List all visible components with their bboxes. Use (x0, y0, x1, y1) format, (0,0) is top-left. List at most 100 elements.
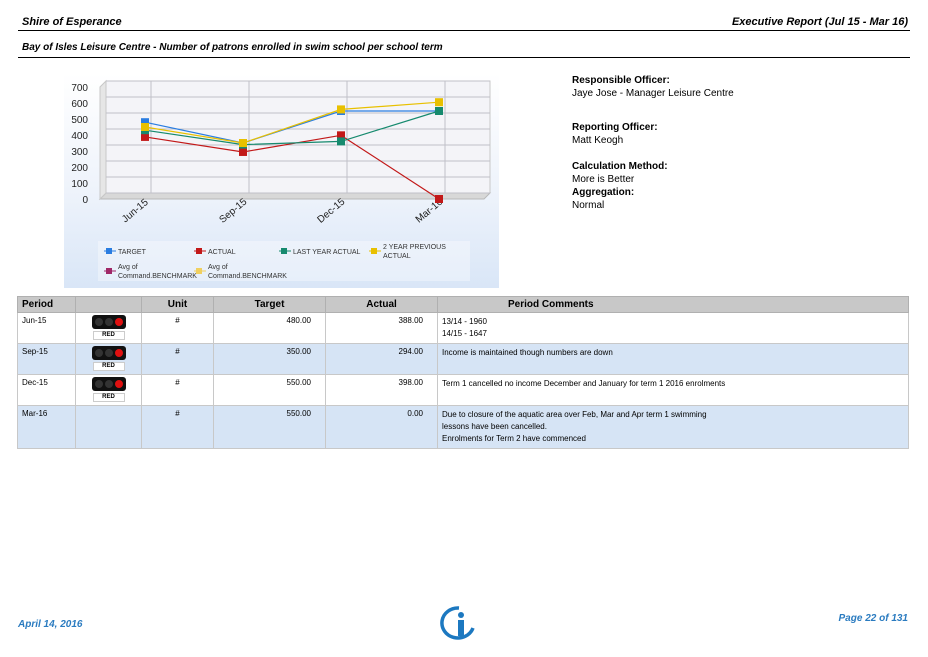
comment-line: Enrolments for Term 2 have commenced (442, 434, 586, 443)
actual-cell: 388.00 (325, 312, 438, 344)
x-tick-label: Dec-15 (316, 196, 348, 225)
comment-cell: 13/14 - 1960 14/15 - 1647 (437, 312, 909, 344)
data-point (141, 123, 149, 131)
title-divider (18, 57, 910, 58)
report-date: April 14, 2016 (18, 619, 83, 630)
series-line (144, 110, 440, 146)
legend-marker (106, 248, 112, 254)
chart-plot-area (105, 80, 491, 194)
period-header: Period (17, 296, 76, 313)
period-cell: Sep-15 (17, 343, 76, 375)
table-row: Jun-15 RED # 480.00 388.00 13/14 - 1960 … (17, 312, 909, 344)
target-header: Target (213, 296, 326, 313)
actual-cell: 398.00 (325, 374, 438, 406)
status-cell: RED (75, 343, 142, 375)
data-point (141, 118, 149, 127)
comments-header: Period Comments (437, 296, 909, 313)
legend-label: 2 YEAR PREVIOUS (383, 244, 446, 251)
traffic-light-icon: RED (91, 377, 126, 402)
reporting-officer: Reporting Officer: Matt Keogh (572, 121, 658, 147)
table-row: Sep-15 RED # 350.00 294.00 Income is mai… (17, 343, 909, 375)
organisation-name: Shire of Esperance (22, 16, 122, 28)
data-point (337, 137, 345, 146)
status-cell: RED (75, 374, 142, 406)
period-cell: Jun-15 (17, 312, 76, 344)
series-line (144, 110, 439, 144)
comment-line: Term 1 cancelled no income December and … (442, 379, 726, 388)
target-cell: 550.00 (213, 405, 326, 449)
calculation-method-value: More is Better (572, 174, 635, 185)
table-row: Mar-16 # 550.00 0.00 Due to closure of t… (17, 405, 909, 449)
x-tick-label: Sep-15 (218, 196, 250, 225)
comment-line: Due to closure of the aquatic area over … (442, 410, 707, 419)
traffic-light-icon: RED (91, 315, 126, 340)
unit-header: Unit (141, 296, 214, 313)
table-row: Dec-15 RED # 550.00 398.00 Term 1 cancel… (17, 374, 909, 406)
status-label: RED (92, 393, 125, 402)
legend-label: Command.BENCHMARK (208, 273, 287, 280)
page-number: Page 22 of 131 (838, 613, 908, 624)
traffic-light-icon: RED (91, 346, 126, 371)
aggregation-label: Aggregation: (572, 187, 635, 198)
info-logo-icon (440, 606, 475, 640)
series-line (144, 101, 440, 144)
period-cell: Mar-16 (17, 405, 76, 449)
calculation-method: Calculation Method: More is Better (572, 160, 668, 186)
legend-marker (281, 248, 287, 254)
data-point (435, 107, 443, 115)
comment-line: lessons have been cancelled. (442, 422, 547, 431)
legend-box (98, 241, 470, 281)
unit-cell: # (141, 312, 214, 344)
legend-label: Command.BENCHMARK (118, 273, 197, 280)
status-cell: RED (75, 312, 142, 344)
status-label: RED (92, 331, 125, 340)
kpi-title: Bay of Isles Leisure Centre - Number of … (22, 42, 443, 53)
legend-label: LAST YEAR ACTUAL (293, 249, 361, 256)
unit-cell: # (141, 405, 214, 449)
data-point (435, 195, 443, 203)
reporting-officer-value: Matt Keogh (572, 135, 624, 146)
chart-svg: 0 100 200 300 400 500 600 700 Jun-15 Sep-15 Dec-15… (71, 79, 492, 281)
kpi-line-chart: 0 100 200 300 400 500 600 700 Jun-15 Sep-15 Dec-15… (64, 73, 499, 288)
responsible-officer-value: Jaye Jose - Manager Leisure Centre (572, 88, 734, 99)
reporting-officer-label: Reporting Officer: (572, 122, 658, 133)
comment-line: Income is maintained though numbers are … (442, 348, 613, 357)
y-tick-label: 600 (71, 99, 88, 110)
table-header-row: Period Unit Target Actual Period Comment… (17, 296, 909, 313)
period-table: Period Unit Target Actual Period Comment… (17, 296, 909, 449)
data-point (337, 105, 345, 114)
legend-marker (196, 268, 202, 274)
comment-cell: Income is maintained though numbers are … (437, 343, 909, 375)
y-tick-label: 100 (71, 179, 88, 190)
data-point (435, 98, 443, 107)
report-title: Executive Report (Jul 15 - Mar 16) (731, 16, 908, 28)
status-cell (75, 405, 142, 449)
unit-cell: # (141, 343, 214, 375)
legend-label: TARGET (118, 249, 147, 256)
legend-label: ACTUAL (208, 249, 236, 256)
data-point (337, 131, 345, 140)
unit-cell: # (141, 374, 214, 406)
period-cell: Dec-15 (17, 374, 76, 406)
aggregation-value: Normal (572, 200, 605, 211)
y-tick-label: 500 (71, 115, 88, 126)
aggregation: Aggregation: Normal (572, 186, 634, 212)
legend-marker (106, 268, 112, 274)
actual-cell: 0.00 (325, 405, 438, 449)
status-header (75, 296, 142, 313)
comment-line: 13/14 - 1960 (442, 317, 487, 326)
legend-label: Avg of (208, 264, 228, 271)
y-tick-label: 300 (71, 147, 88, 158)
legend-marker (196, 248, 202, 254)
responsible-officer-label: Responsible Officer: (572, 75, 670, 86)
header-divider (18, 30, 910, 31)
actual-header: Actual (325, 296, 438, 313)
legend-label: Avg of (118, 264, 138, 271)
status-label: RED (92, 362, 125, 371)
x-tick-label: Jun-15 (120, 197, 151, 225)
y-tick-label: 700 (71, 83, 88, 94)
calculation-method-label: Calculation Method: (572, 161, 668, 172)
target-cell: 480.00 (213, 312, 326, 344)
y-tick-label: 0 (82, 195, 88, 206)
series-line (144, 134, 440, 200)
